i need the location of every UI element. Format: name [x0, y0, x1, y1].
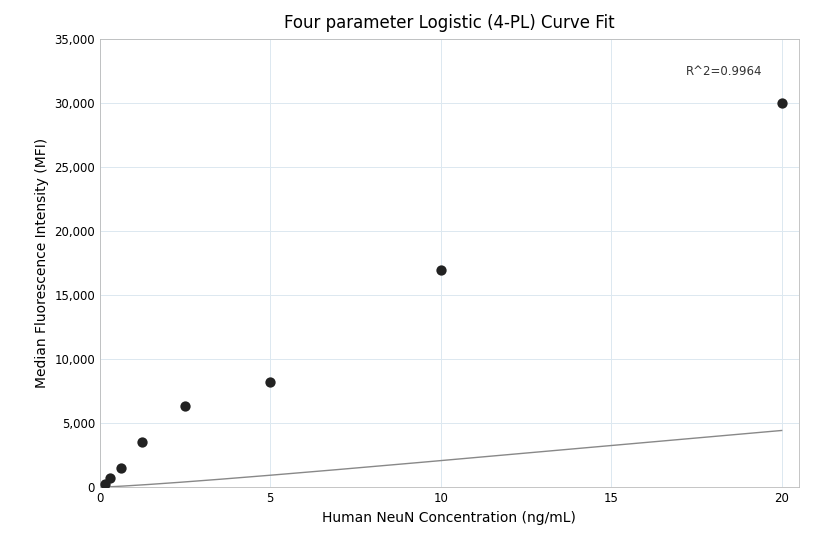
Point: [178, 402, 191, 410]
Point: [264, 378, 277, 387]
Point: [98, 479, 111, 488]
Text: R^2=0.9964: R^2=0.9964: [686, 64, 763, 78]
X-axis label: Human NeuN Concentration (ng/mL): Human NeuN Concentration (ng/mL): [322, 511, 577, 525]
Point: [775, 99, 789, 108]
Point: [434, 265, 448, 274]
Title: Four parameter Logistic (4-PL) Curve Fit: Four parameter Logistic (4-PL) Curve Fit: [284, 14, 615, 32]
Point: [136, 438, 149, 447]
Y-axis label: Median Fluorescence Intensity (MFI): Median Fluorescence Intensity (MFI): [35, 138, 49, 388]
Point: [115, 464, 128, 473]
Point: [104, 474, 117, 483]
